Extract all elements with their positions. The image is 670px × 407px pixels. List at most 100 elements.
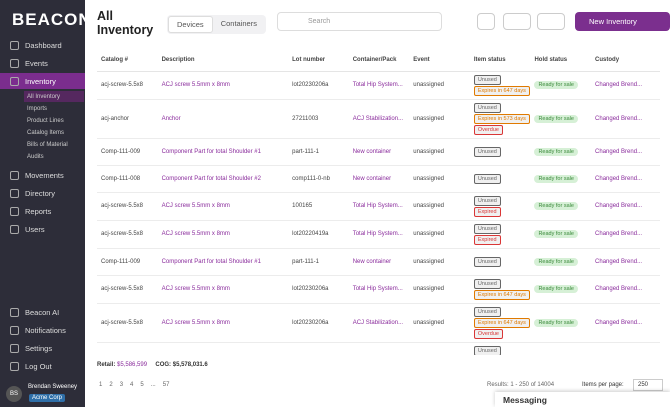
cell: Changed Brend... [591,138,660,166]
table-row[interactable]: acj-screw-5.5x8 ACJ screw 5.5mm x 8mm lot2… [97,71,660,100]
nav-item[interactable]: Movements [0,167,85,183]
filter-icon[interactable] [453,13,465,30]
new-inventory-button[interactable]: New Inventory [575,12,670,31]
cell: Changed Brend... [591,303,660,343]
sub-item[interactable]: Product Lines [27,117,64,124]
status-tag: Unused [473,195,501,206]
column-header[interactable]: Item status [469,49,531,72]
status-tag: Unused [473,345,501,355]
tab[interactable]: Containers [220,19,257,28]
cell-text: unassigned [413,148,444,155]
cell: Component Part for total Shoulder #2 [157,165,289,193]
messaging-panel[interactable]: Messaging [495,392,670,407]
search[interactable]: Search [277,12,442,31]
sub-item[interactable]: All Inventory [24,91,84,102]
cell: Component Part for total Shoulder #1 [157,138,289,166]
nav-item[interactable]: Notifications [0,322,85,338]
cell: Changed Brend... [591,275,660,304]
export-button[interactable] [477,13,495,30]
user-name: Brendan Sweeney [28,384,78,390]
column-header[interactable]: Container/Pack [348,49,410,72]
nav-item[interactable]: Dashboard [0,37,85,53]
column-header[interactable]: Hold status [530,49,592,72]
cell: Ready for sale [530,99,592,139]
column-header[interactable]: Lot number [288,49,349,72]
table-row[interactable]: acj-wireACJ Wirelot20230206aACJ Stabiliz… [97,342,660,355]
nav-icon [10,307,19,317]
totals: Retail: $5,586,599 COG: $5,578,031.6 [97,362,208,368]
column-header[interactable]: Custody [591,49,660,72]
column-header[interactable]: Catalog # [97,49,158,72]
cell: Unused [469,165,531,193]
nav-item[interactable]: Settings [0,340,85,356]
cell-text: Changed Brend... [595,319,643,326]
status-tag: Expires in 647 days [473,85,530,96]
cell-text: Changed Brend... [595,286,643,292]
table-row[interactable]: Comp-111-009 Component Part for total Sho… [97,248,660,276]
cell: Comp-111-009 [97,248,158,276]
table-container: Catalog # Description Lot number Container/… [97,49,660,355]
column-header[interactable]: Description [157,49,289,72]
cell-text: unassigned [413,82,444,88]
page-link[interactable]: 57 [162,382,170,388]
page-link[interactable]: 4 [130,382,134,388]
cell-text: ACJ screw 5.5mm x 8mm [161,286,230,292]
nav-item[interactable]: Directory [0,185,85,201]
view-button[interactable] [503,13,531,30]
tab[interactable]: Devices [168,16,213,33]
cell-text: acj-screw-5.5x8 [101,286,144,292]
page-link[interactable]: ... [150,382,156,388]
cell-text: unassigned [413,175,444,182]
table-row[interactable]: acj-anchor Anchor 27211003 ACJ Stabilizatio… [97,99,660,139]
table-row[interactable]: acj-screw-5.5x8 ACJ screw 5.5mm x 8mm lot2… [97,303,660,343]
cell: lot20230206a [288,71,349,100]
cell: Total Hip System... [348,71,410,100]
table-row[interactable]: acj-screw-5.5x8 ACJ screw 5.5mm x 8mm 1001… [97,192,660,221]
nav-icon [10,188,19,198]
page-link[interactable]: 3 [119,382,124,388]
nav-item[interactable]: Inventory [0,73,85,89]
table-row[interactable]: Comp-111-008 Component Part for total Sho… [97,165,660,193]
nav-icon [10,40,19,50]
page-link[interactable]: 2 [109,382,113,388]
cell-text: ACJ Stabilization... [352,319,404,326]
cell: Changed Brend... [591,192,660,221]
cell: part-111-1 [288,138,349,166]
sub-item[interactable]: Imports [27,105,48,112]
cell-text: Component Part for total Shoulder #2 [161,175,261,182]
cell: Ready for sale [530,165,592,193]
cell: ACJ screw 5.5mm x 8mm [157,303,289,343]
table-row[interactable]: acj-screw-5.5x8 ACJ screw 5.5mm x 8mm lot2… [97,220,660,249]
cell-text: unassigned [413,286,444,292]
org-badge: Acme Corp [29,394,66,402]
table-row[interactable]: acj-screw-5.5x8 ACJ screw 5.5mm x 8mm lot2… [97,275,660,304]
page-link[interactable]: 1 [99,382,103,388]
column-header[interactable]: Event [409,49,470,72]
cell: ACJ screw 5.5mm x 8mm [157,192,289,221]
cell: ACJ Stabilization... [348,99,410,139]
cell-text: Comp-111-009 [101,258,141,265]
nav-item[interactable]: Beacon AI [0,304,85,320]
nav-item[interactable]: Users [0,221,85,237]
sub-item[interactable]: Bills of Material [27,141,68,148]
sub-item[interactable]: Catalog Items [27,129,65,136]
status-tag: Overdue [473,328,503,339]
cell-text: Changed Brend... [595,258,643,265]
cell: Unused [469,248,531,276]
nav-item[interactable]: Log Out [0,358,85,374]
sub-item[interactable]: Audits [27,153,44,160]
cell-text: acj-anchor [101,115,130,122]
page-link[interactable]: 5 [140,382,144,388]
cell-text: Total Hip System... [352,82,403,88]
options-button[interactable] [537,13,565,30]
cell: Ready for sale [530,342,592,355]
nav-label: Reports [25,206,52,216]
per-page-select[interactable]: 250 [633,379,663,391]
cell: Total Hip System... [348,275,410,304]
nav-item[interactable]: Events [0,55,85,71]
cell: Unused Expires in 647 days [469,275,531,304]
label: COG: [155,362,172,368]
cell: Ready for sale [530,71,592,100]
table-row[interactable]: Comp-111-009 Component Part for total Sho… [97,138,660,166]
nav-item[interactable]: Reports [0,203,85,219]
